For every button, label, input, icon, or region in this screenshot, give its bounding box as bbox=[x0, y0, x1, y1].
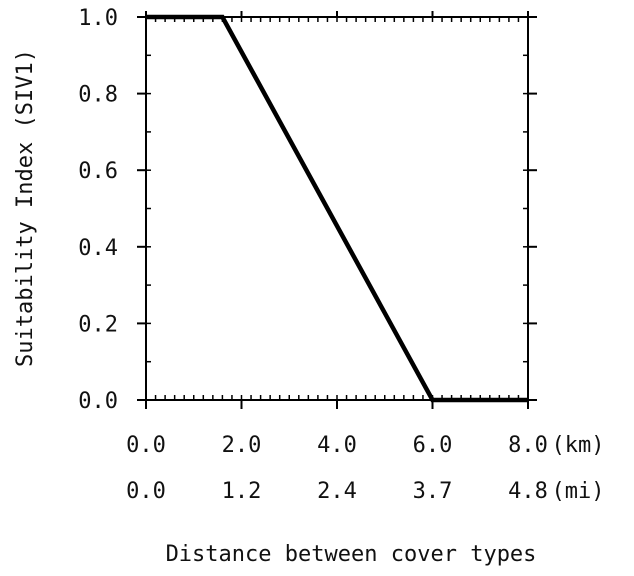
y-tick-label: 0.0 bbox=[78, 389, 118, 414]
series-layer bbox=[146, 14, 528, 403]
x-tick-label-mi: 0.0 bbox=[126, 479, 166, 504]
x-tick-label-mi: 4.8 bbox=[508, 479, 548, 504]
y-tick-labels: 0.0 0.2 0.4 0.6 0.8 1.0 bbox=[78, 6, 118, 414]
x-tick-label-km: 8.0 bbox=[508, 433, 548, 458]
x-unit-mi: (mi) bbox=[552, 479, 605, 504]
x-unit-km: (km) bbox=[552, 433, 605, 458]
series-line bbox=[146, 14, 528, 403]
y-tick-label: 0.8 bbox=[78, 83, 118, 108]
x-axis-title: Distance between cover types bbox=[166, 542, 537, 567]
x-tick-label-mi: 3.7 bbox=[413, 479, 453, 504]
y-tick-label: 0.4 bbox=[78, 236, 118, 261]
minor-ticks bbox=[145, 16, 529, 401]
x-tick-labels-mi: 0.0 1.2 2.4 3.7 4.8 bbox=[126, 479, 548, 504]
y-tick-label: 0.6 bbox=[78, 159, 118, 184]
x-tick-label-mi: 2.4 bbox=[317, 479, 357, 504]
y-tick-label: 0.2 bbox=[78, 312, 118, 337]
x-tick-label-km: 4.0 bbox=[317, 433, 357, 458]
x-tick-label-km: 6.0 bbox=[413, 433, 453, 458]
y-axis-title: Suitability Index (SIV1) bbox=[13, 49, 38, 367]
x-tick-label-mi: 1.2 bbox=[222, 479, 262, 504]
y-tick-label: 1.0 bbox=[78, 6, 118, 31]
major-ticks bbox=[137, 11, 537, 409]
plot-frame bbox=[145, 16, 529, 401]
x-tick-label-km: 0.0 bbox=[126, 433, 166, 458]
x-tick-labels-km: 0.0 2.0 4.0 6.0 8.0 bbox=[126, 433, 548, 458]
x-tick-label-km: 2.0 bbox=[222, 433, 262, 458]
